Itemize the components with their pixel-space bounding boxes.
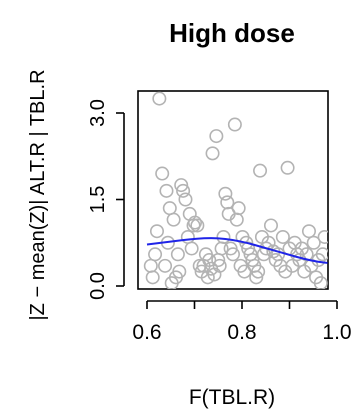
smooth-curve: [146, 237, 328, 264]
data-point: [152, 91, 167, 106]
data-point: [143, 258, 158, 273]
data-point: [216, 229, 231, 244]
data-point: [209, 129, 224, 144]
data-point: [149, 224, 164, 239]
data-point: [212, 258, 227, 273]
data-point: [180, 229, 195, 244]
data-point: [263, 218, 278, 233]
data-point: [317, 229, 328, 244]
data-point: [187, 215, 202, 230]
data-point: [202, 253, 217, 268]
data-point: [313, 276, 328, 289]
data-point: [155, 166, 170, 181]
x-tick-label: 1.0: [322, 321, 351, 344]
x-axis: 0.6 0.8 1.0: [132, 300, 352, 344]
x-tick-label: 0.8: [227, 321, 256, 344]
data-point: [218, 186, 233, 201]
data-point: [205, 146, 220, 161]
data-point: [190, 218, 205, 233]
data-point: [145, 270, 160, 285]
data-point: [166, 212, 181, 227]
data-point: [251, 264, 266, 279]
data-point: [299, 247, 314, 262]
x-axis-label: F(TBL.R): [189, 386, 275, 409]
data-point: [148, 247, 163, 262]
plot-frame: [137, 90, 329, 290]
smooth-curve-layer: [146, 237, 328, 264]
data-point: [253, 163, 268, 178]
data-point: [231, 201, 246, 216]
data-point: [184, 241, 199, 256]
data-point: [315, 247, 328, 262]
y-axis: 0.0 1.5 3.0: [87, 99, 125, 300]
data-point: [172, 264, 187, 279]
data-point: [306, 235, 321, 250]
data-point: [245, 253, 260, 268]
data-point: [275, 229, 290, 244]
data-point: [200, 270, 215, 285]
data-point: [158, 258, 173, 273]
data-point: [225, 247, 240, 262]
chart-title: High dose: [169, 18, 295, 48]
y-axis-label: |Z − mean(Z)| ALT.R | TBL.R: [27, 69, 49, 320]
data-point: [280, 160, 295, 175]
data-point: [220, 195, 235, 210]
y-tick-label: 3.0: [87, 99, 109, 127]
data-point: [176, 183, 191, 198]
data-point: [249, 270, 264, 285]
data-point: [162, 201, 177, 216]
data-points: [143, 91, 328, 289]
data-point: [159, 183, 174, 198]
data-point: [178, 192, 193, 207]
data-point: [170, 247, 185, 262]
data-point: [174, 178, 189, 193]
data-point: [227, 117, 242, 132]
y-tick-label: 1.5: [87, 186, 109, 214]
x-tick-label: 0.6: [132, 321, 161, 344]
y-tick-label: 0.0: [87, 272, 109, 300]
data-point: [301, 224, 316, 239]
